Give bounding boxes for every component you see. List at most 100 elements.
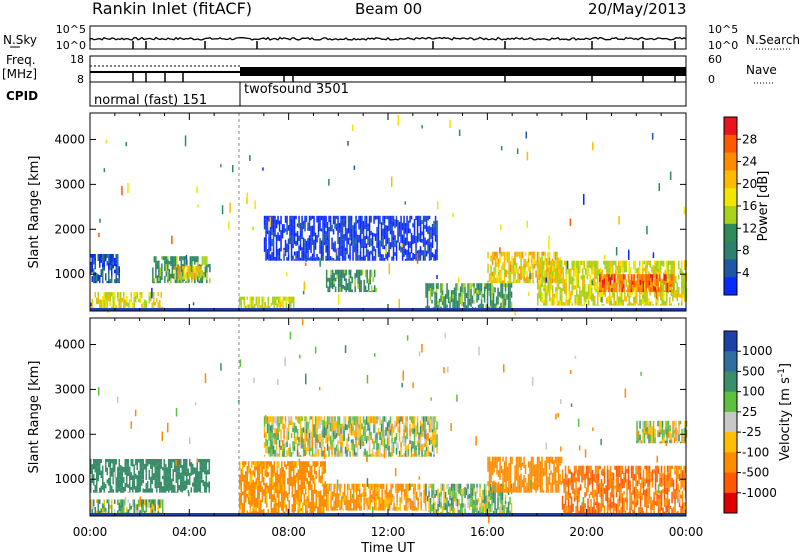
data-cell [332, 248, 335, 252]
data-cell [154, 459, 156, 466]
data-cell [367, 249, 369, 255]
data-cell [172, 477, 174, 482]
data-cell [538, 265, 540, 273]
data-cell [148, 476, 150, 480]
data-cell [195, 273, 197, 280]
data-cell [263, 426, 266, 433]
data-cell [514, 483, 516, 489]
data-cell [298, 215, 300, 221]
data-cell [242, 296, 244, 300]
data-cell [634, 288, 636, 296]
data-cell [413, 224, 416, 233]
data-cell [441, 483, 444, 491]
data-cell [284, 296, 286, 301]
nsky-tick-top: 10^5 [56, 23, 86, 36]
data-cell [530, 251, 533, 256]
data-cell [621, 287, 624, 293]
data-cell [306, 478, 308, 485]
data-cell [592, 277, 594, 286]
data-cell [543, 287, 545, 292]
data-cell [507, 300, 510, 309]
data-cell [94, 484, 96, 493]
data-cell [502, 280, 504, 284]
data-cell [382, 254, 384, 258]
nsearch-tick-top: 10^5 [708, 23, 738, 36]
data-cell [542, 468, 545, 477]
data-cell [368, 215, 371, 222]
data-cell [334, 493, 337, 499]
data-cell [338, 436, 341, 444]
data-cell [359, 432, 362, 437]
data-cell [620, 486, 622, 491]
data-cell [341, 239, 344, 246]
sparse-echo [121, 185, 123, 196]
data-cell [263, 237, 266, 245]
data-cell [275, 428, 278, 438]
data-cell [562, 287, 564, 292]
data-cell [418, 222, 420, 227]
data-cell [376, 490, 379, 500]
data-cell [263, 508, 265, 515]
data-cell [268, 253, 270, 260]
data-cell [434, 225, 437, 235]
data-cell [367, 497, 370, 506]
data-cell [266, 488, 268, 496]
data-cell [166, 467, 168, 476]
data-cell [108, 281, 110, 284]
data-cell [407, 241, 410, 249]
data-cell [127, 463, 129, 470]
data-cell [609, 499, 612, 509]
data-cell [641, 277, 643, 285]
data-cell [601, 269, 603, 278]
data-cell [283, 438, 285, 444]
data-cell [302, 250, 305, 259]
data-cell [305, 461, 307, 469]
data-cell [204, 469, 206, 475]
data-cell [374, 430, 377, 435]
data-cell [591, 269, 593, 275]
data-cell [477, 498, 480, 503]
data-cell [411, 500, 413, 509]
data-cell [373, 454, 375, 457]
data-cell [325, 503, 328, 511]
data-cell [389, 230, 392, 235]
data-cell [109, 459, 111, 466]
data-cell [600, 505, 603, 512]
data-cell [176, 275, 178, 281]
data-cell [278, 461, 280, 469]
data-cell [121, 490, 123, 493]
data-cell [279, 296, 281, 302]
data-cell [578, 465, 580, 469]
data-cell [646, 260, 648, 268]
data-cell [444, 294, 447, 302]
data-cell [515, 473, 518, 481]
data-cell [418, 439, 420, 443]
data-cell [352, 420, 354, 428]
data-cell [330, 281, 332, 288]
data-cell [328, 277, 331, 284]
data-cell [510, 301, 513, 311]
data-cell [435, 490, 438, 496]
data-cell [431, 291, 433, 297]
data-cell [298, 245, 300, 250]
data-cell [102, 475, 104, 485]
data-cell [553, 293, 555, 297]
data-cell [558, 279, 560, 285]
data-cell [636, 268, 638, 274]
data-cell [462, 283, 465, 288]
data-cell [391, 507, 394, 511]
data-cell [296, 416, 299, 423]
sparse-echo [684, 259, 686, 268]
data-cell [159, 485, 161, 491]
data-cell [540, 283, 542, 289]
data-cell [108, 477, 110, 486]
data-cell [623, 508, 625, 513]
data-cell [489, 491, 492, 500]
data-cell [388, 241, 390, 250]
data-cell [592, 260, 594, 267]
data-cell [316, 239, 318, 243]
data-cell [373, 483, 376, 488]
data-cell [275, 454, 278, 457]
data-cell [473, 483, 475, 489]
data-cell [145, 476, 147, 480]
